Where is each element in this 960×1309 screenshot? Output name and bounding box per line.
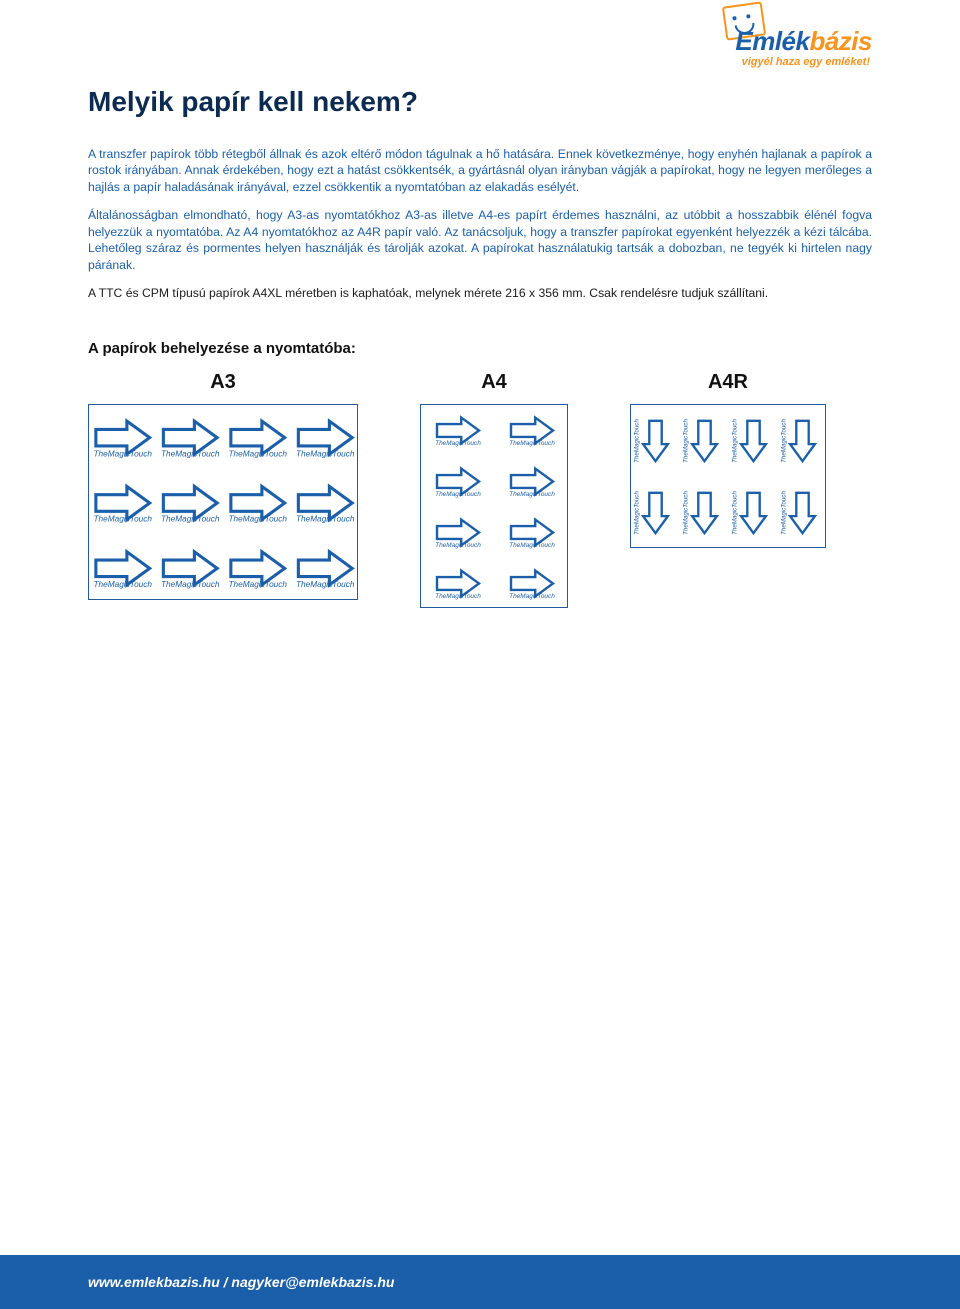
paragraph-3: A TTC és CPM típusú papírok A4XL méretbe…	[88, 285, 872, 301]
svg-text:TheMagicTouch: TheMagicTouch	[435, 593, 481, 600]
svg-text:TheMagicTouch: TheMagicTouch	[296, 449, 355, 458]
brand-logo: Emlékbázis vigyél haza egy emléket!	[686, 4, 872, 72]
svg-text:TheMagicTouch: TheMagicTouch	[633, 418, 640, 462]
svg-text:TheMagicTouch: TheMagicTouch	[228, 514, 287, 523]
diagram-a4r: A4RTheMagicTouchTheMagicTouchTheMagicTou…	[630, 371, 826, 548]
svg-text:TheMagicTouch: TheMagicTouch	[682, 418, 689, 462]
svg-text:TheMagicTouch: TheMagicTouch	[509, 491, 555, 498]
svg-text:TheMagicTouch: TheMagicTouch	[435, 542, 481, 549]
svg-text:TheMagicTouch: TheMagicTouch	[93, 449, 152, 458]
svg-text:TheMagicTouch: TheMagicTouch	[633, 490, 640, 534]
paper-sheet: TheMagicTouch TheMagicTouch TheMagicTouch T…	[630, 404, 826, 548]
svg-text:TheMagicTouch: TheMagicTouch	[731, 418, 738, 462]
svg-text:TheMagicTouch: TheMagicTouch	[296, 580, 355, 589]
paper-sheet: TheMagicTouch TheMagicTouch TheMagicTouch T…	[420, 404, 568, 608]
diagram-label: A4R	[708, 371, 748, 394]
svg-text:TheMagicTouch: TheMagicTouch	[161, 449, 220, 458]
diagram-label: A4	[481, 371, 507, 394]
svg-text:TheMagicTouch: TheMagicTouch	[93, 580, 152, 589]
svg-text:TheMagicTouch: TheMagicTouch	[731, 490, 738, 534]
svg-text:TheMagicTouch: TheMagicTouch	[509, 593, 555, 600]
svg-text:TheMagicTouch: TheMagicTouch	[780, 490, 787, 534]
page-footer: www.emlekbazis.hu / nagyker@emlekbazis.h…	[0, 1255, 960, 1309]
paper-diagrams: A3TheMagicTouchTheMagicTouchTheMagicTouc…	[88, 371, 872, 608]
svg-text:TheMagicTouch: TheMagicTouch	[161, 514, 220, 523]
svg-text:TheMagicTouch: TheMagicTouch	[93, 514, 152, 523]
svg-text:TheMagicTouch: TheMagicTouch	[161, 580, 220, 589]
paragraph-2: Általánosságban elmondható, hogy A3-as n…	[88, 207, 872, 273]
diagram-heading: A papírok behelyezése a nyomtatóba:	[88, 340, 872, 357]
svg-text:TheMagicTouch: TheMagicTouch	[435, 491, 481, 498]
svg-text:TheMagicTouch: TheMagicTouch	[228, 580, 287, 589]
svg-text:TheMagicTouch: TheMagicTouch	[509, 542, 555, 549]
footer-text: www.emlekbazis.hu / nagyker@emlekbazis.h…	[88, 1274, 394, 1290]
logo-text: Emlékbázis	[735, 26, 872, 57]
svg-text:TheMagicTouch: TheMagicTouch	[435, 440, 481, 447]
svg-text:TheMagicTouch: TheMagicTouch	[228, 449, 287, 458]
diagram-a3: A3TheMagicTouchTheMagicTouchTheMagicTouc…	[88, 371, 358, 600]
svg-text:TheMagicTouch: TheMagicTouch	[509, 440, 555, 447]
paragraph-1: A transzfer papírok több rétegből állnak…	[88, 146, 872, 195]
diagram-label: A3	[210, 371, 236, 394]
svg-text:TheMagicTouch: TheMagicTouch	[682, 490, 689, 534]
paper-sheet: TheMagicTouch TheMagicTouch TheMagicTouch T…	[88, 404, 358, 600]
svg-text:TheMagicTouch: TheMagicTouch	[296, 514, 355, 523]
svg-text:TheMagicTouch: TheMagicTouch	[780, 418, 787, 462]
logo-tagline: vigyél haza egy emléket!	[742, 56, 870, 68]
diagram-a4: A4TheMagicTouchTheMagicTouchTheMagicTouc…	[420, 371, 568, 608]
